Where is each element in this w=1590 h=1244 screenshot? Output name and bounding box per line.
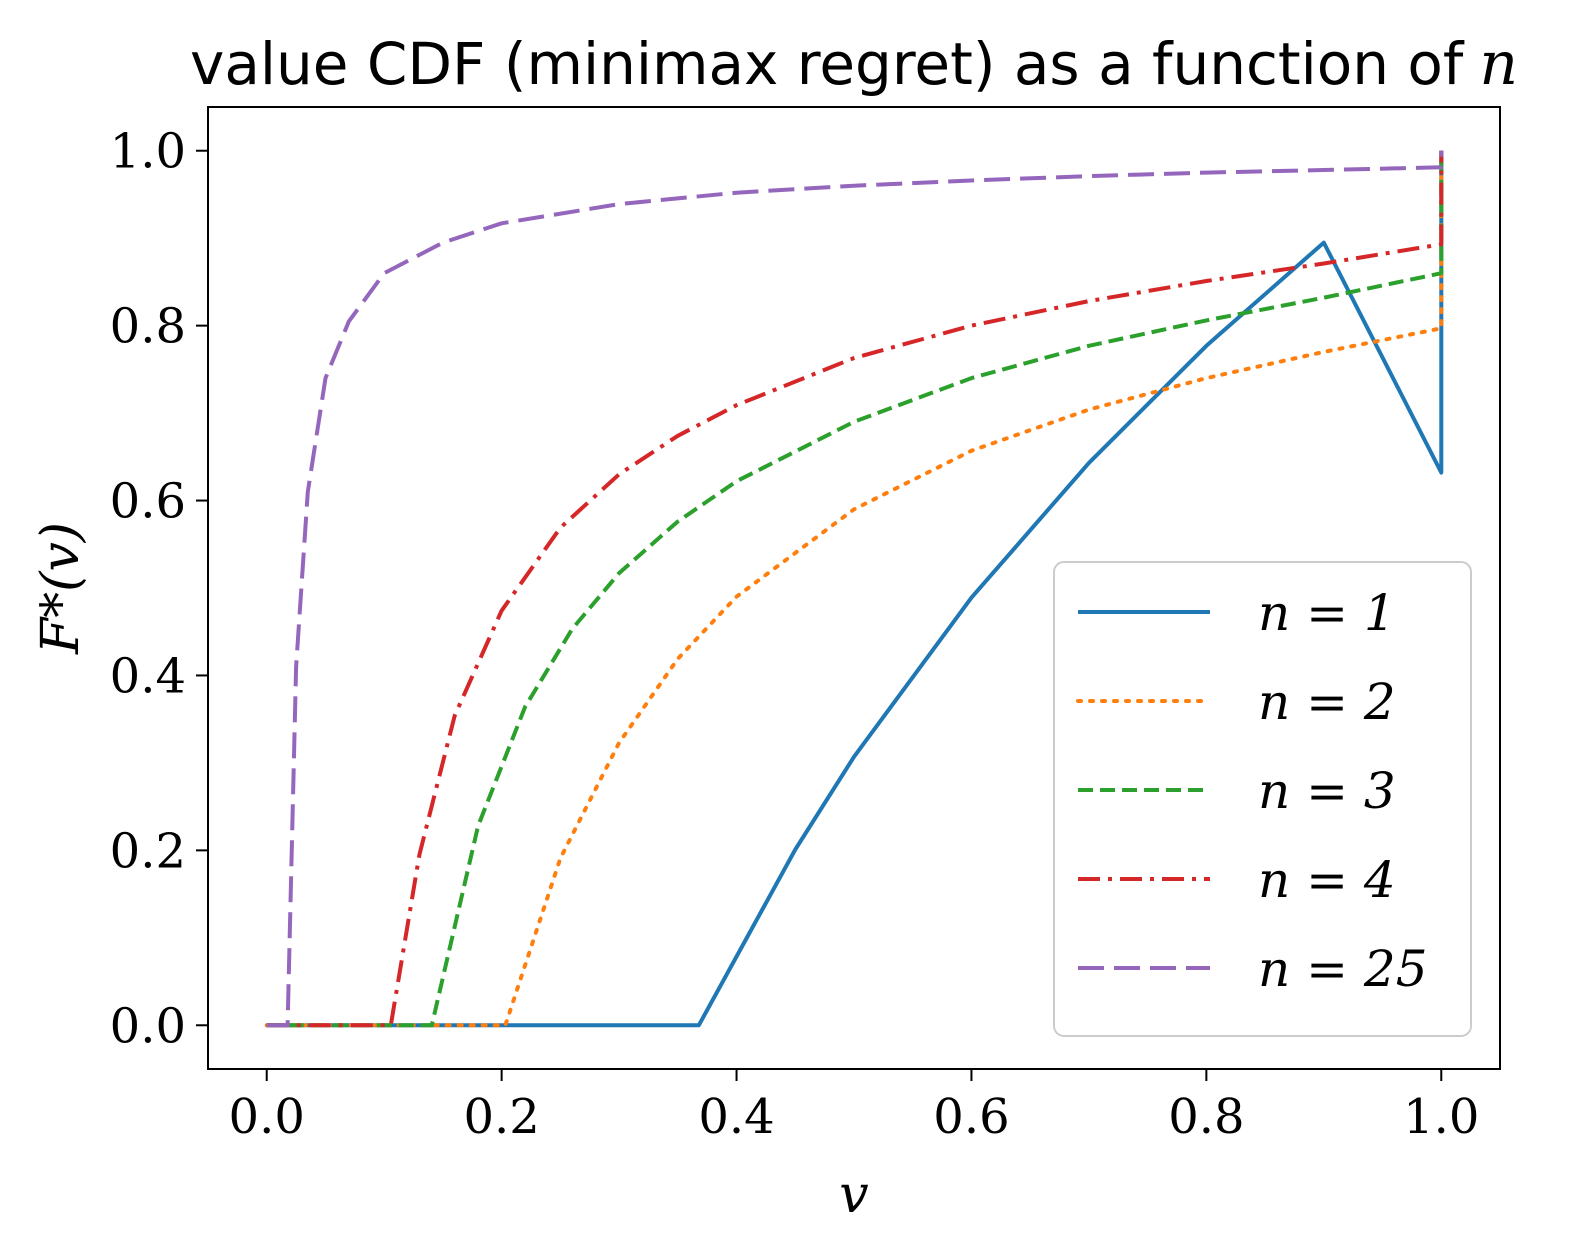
series-line-n25 <box>266 150 1444 1028</box>
y-axis-label: F*(v) <box>31 522 91 655</box>
legend-box <box>1053 561 1472 1037</box>
x-tick-label: 0.8 <box>1168 1089 1244 1145</box>
legend: n = 1 n = 2 n = 3 n = 4 n = 25 <box>1053 561 1472 1037</box>
title-text: value CDF (minimax regret) as a function… <box>190 30 1465 98</box>
y-tick-label: 0.4 <box>110 648 186 704</box>
chart-title: value CDF (minimax regret) as a function… <box>190 29 1518 99</box>
legend-label-n25: n = 25 <box>1258 940 1428 998</box>
y-tick-label: 0.2 <box>110 823 186 879</box>
y-tick-label: 0.8 <box>110 299 186 355</box>
series-line-n1 <box>266 150 1444 1028</box>
x-tick-label: 0.0 <box>229 1089 305 1145</box>
legend-label-n2: n = 2 <box>1258 673 1396 731</box>
y-axis-ticks: 0.0 0.2 0.4 0.6 0.8 1.0 <box>110 124 208 1054</box>
x-axis-label: v <box>839 1165 868 1225</box>
plot-lines <box>264 148 1444 1028</box>
legend-label-n3: n = 3 <box>1258 762 1396 820</box>
x-tick-label: 0.2 <box>463 1089 539 1145</box>
series-line-n3 <box>266 150 1444 1028</box>
y-tick-label: 0.6 <box>110 474 186 530</box>
title-variable: n <box>1479 29 1518 99</box>
plot-frame <box>207 106 1501 1070</box>
legend-label-n1: n = 1 <box>1258 584 1396 642</box>
legend-label-n4: n = 4 <box>1258 851 1396 909</box>
series-line-n2 <box>264 148 1444 1028</box>
series-line-n4 <box>266 150 1444 1028</box>
x-tick-label: 1.0 <box>1403 1089 1479 1145</box>
x-tick-label: 0.4 <box>698 1089 774 1145</box>
x-tick-label: 0.6 <box>933 1089 1009 1145</box>
y-tick-label: 0.0 <box>110 998 186 1054</box>
x-axis-ticks: 0.0 0.2 0.4 0.6 0.8 1.0 <box>229 1069 1479 1145</box>
y-tick-label: 1.0 <box>110 124 186 180</box>
